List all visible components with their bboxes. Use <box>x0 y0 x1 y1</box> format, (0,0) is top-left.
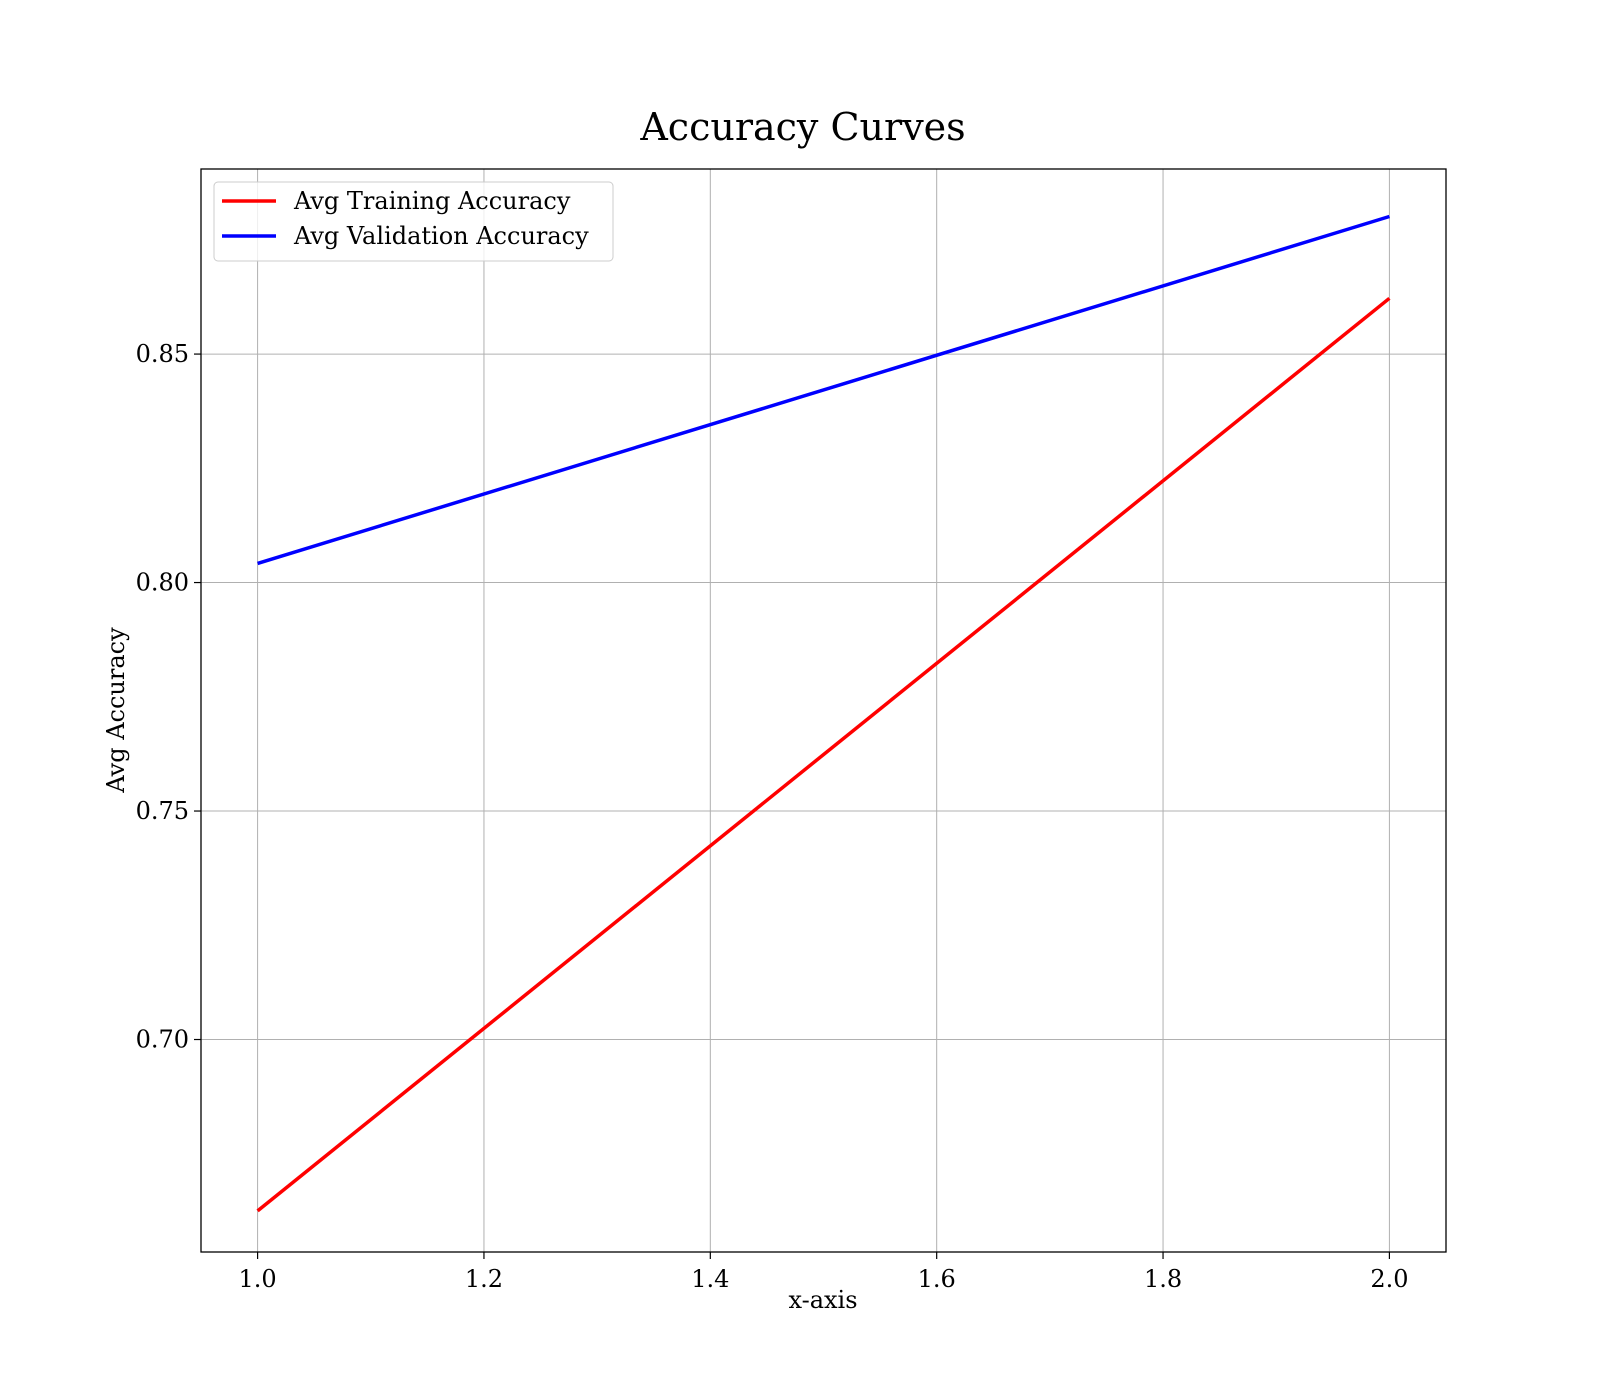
x-tick-label: 2.0 <box>1370 1265 1408 1293</box>
series-line-training <box>256 296 1391 1213</box>
x-axis-ticks: 1.0 1.2 1.4 1.6 1.8 2.0 <box>239 1252 1408 1293</box>
x-axis-label: x-axis <box>788 1286 857 1314</box>
x-tick-label: 1.4 <box>691 1265 729 1293</box>
chart-title: Accuracy Curves <box>639 105 965 149</box>
x-tick-label: 1.8 <box>1144 1265 1182 1293</box>
legend: Avg Training Accuracy Avg Validation Acc… <box>213 181 614 262</box>
y-tick-label: 0.75 <box>136 797 189 825</box>
legend-label-training: Avg Training Accuracy <box>293 187 571 215</box>
y-axis-ticks: 0.70 0.75 0.80 0.85 <box>136 340 201 1054</box>
y-tick-label: 0.85 <box>136 340 189 368</box>
series-lines <box>256 214 1391 1213</box>
y-tick-label: 0.70 <box>136 1026 189 1054</box>
plot-frame <box>200 168 1447 1253</box>
legend-box <box>213 181 614 262</box>
y-axis-label: Avg Accuracy <box>102 627 130 794</box>
series-line-validation <box>257 214 1390 566</box>
x-tick-label: 1.6 <box>918 1265 956 1293</box>
x-tick-label: 1.0 <box>239 1265 277 1293</box>
x-tick-label: 1.2 <box>465 1265 503 1293</box>
legend-label-validation: Avg Validation Accuracy <box>293 222 589 250</box>
y-tick-label: 0.80 <box>136 569 189 597</box>
grid <box>201 169 1446 1252</box>
